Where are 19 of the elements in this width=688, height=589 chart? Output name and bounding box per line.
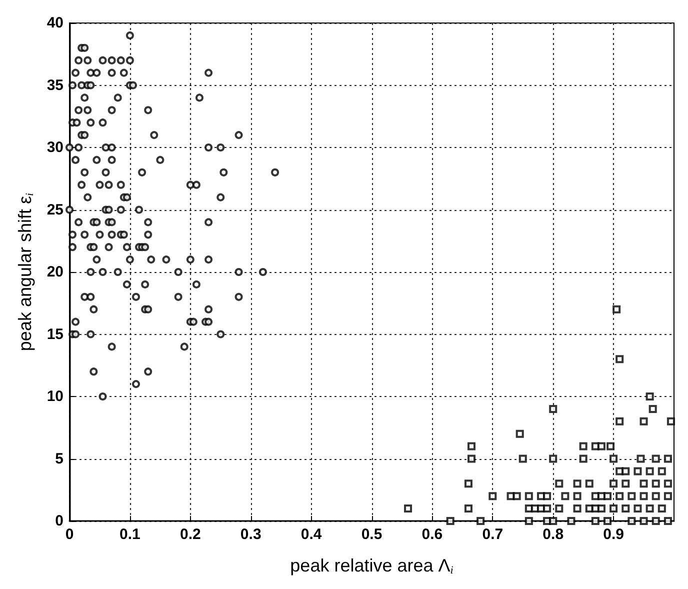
x-tick-label: 0.6 — [422, 526, 443, 543]
y-tick-label: 5 — [55, 450, 64, 468]
x-tick-label: 0.5 — [361, 526, 382, 543]
y-tick-label: 20 — [46, 264, 64, 280]
x-tick-label: 0.2 — [180, 526, 201, 543]
y-tick-label: 10 — [46, 388, 64, 405]
y-axis-title: peak angular shift εi — [15, 192, 36, 352]
y-tick-label: 25 — [46, 201, 64, 218]
y-tick-label: 40 — [46, 14, 64, 32]
y-tick-label: 35 — [46, 76, 64, 94]
y-tick-label: 0 — [55, 512, 64, 530]
x-tick-label: 0.8 — [542, 526, 564, 543]
x-tick-label: 0.4 — [300, 526, 322, 543]
x-tick-label: 0.7 — [482, 526, 504, 543]
y-tick-label: 15 — [46, 326, 64, 343]
x-tick-label: 0.1 — [120, 526, 140, 543]
x-tick-label: 0.3 — [240, 526, 262, 543]
y-tick-label: 30 — [46, 139, 64, 156]
x-tick-label: 0.9 — [603, 526, 624, 543]
